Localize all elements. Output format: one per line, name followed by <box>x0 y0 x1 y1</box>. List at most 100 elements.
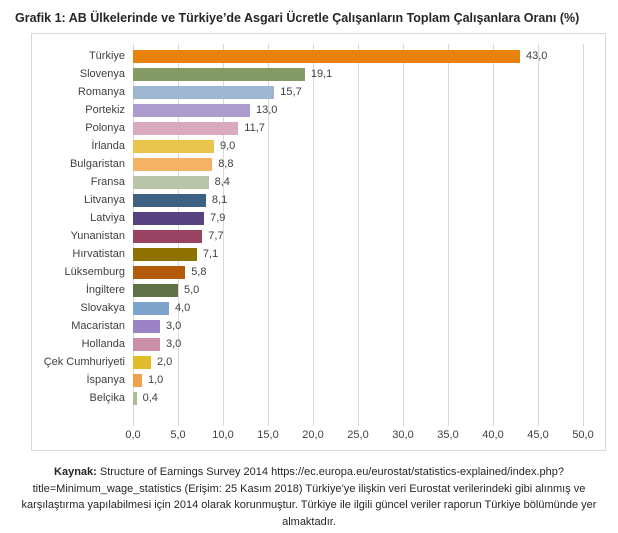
bar-row: Lüksemburg 5,8 <box>32 263 605 281</box>
bar <box>133 103 250 117</box>
bar <box>133 247 197 261</box>
bar-track: 15,7 <box>133 85 583 99</box>
value-label: 11,7 <box>244 122 265 135</box>
x-tick-label: 25,0 <box>347 429 369 442</box>
bar-track: 2,0 <box>133 355 583 369</box>
bar-row: Latviya 7,9 <box>32 209 605 227</box>
bar-row: Slovakya 4,0 <box>32 299 605 317</box>
bar <box>133 337 160 351</box>
source-caption: Kaynak: Structure of Earnings Survey 201… <box>17 464 601 530</box>
bar <box>133 121 239 135</box>
chart-title: Grafik 1: AB Ülkelerinde ve Türkiye’de A… <box>15 11 580 25</box>
bar-track: 19,1 <box>133 67 583 81</box>
category-label: Bulgaristan <box>69 158 125 171</box>
value-label: 0,4 <box>142 392 158 405</box>
bar-row: Romanya 15,7 <box>32 83 605 101</box>
bar-track: 5,8 <box>133 265 583 279</box>
value-label: 3,0 <box>166 320 182 333</box>
category-label: Latviya <box>90 212 125 225</box>
value-label: 4,0 <box>175 302 191 315</box>
bar-row: Bulgaristan 8,8 <box>32 155 605 173</box>
value-label: 13,0 <box>256 104 278 117</box>
source-caption-text: Structure of Earnings Survey 2014 https:… <box>21 466 597 528</box>
category-label: Belçika <box>89 392 125 405</box>
bar <box>133 49 520 63</box>
value-label: 43,0 <box>526 50 548 63</box>
bar-row: İspanya 1,0 <box>32 371 605 389</box>
bar <box>133 229 203 243</box>
value-label: 7,7 <box>208 230 224 243</box>
x-tick-label: 30,0 <box>392 429 414 442</box>
value-label: 8,1 <box>211 194 228 207</box>
gridline <box>358 44 359 427</box>
chart-frame: Türkiye 43,0 Slovenya 19,1 Romanya 15,7 Portek… <box>31 33 606 452</box>
value-label: 9,0 <box>220 140 236 153</box>
bar-row: Litvanya 8,1 <box>32 191 605 209</box>
bar-track: 13,0 <box>133 103 583 117</box>
value-label: 3,0 <box>166 338 182 351</box>
value-label: 15,7 <box>280 86 302 99</box>
bar-track: 0,4 <box>133 391 583 405</box>
gridline <box>448 44 449 427</box>
x-tick-label: 50,0 <box>572 429 594 442</box>
x-tick-label: 40,0 <box>482 429 504 442</box>
bar-rows: Türkiye 43,0 Slovenya 19,1 Romanya 15,7 Portek… <box>32 47 605 407</box>
value-label: 7,1 <box>202 248 219 261</box>
category-label: Litvanya <box>84 194 125 207</box>
category-label: Slovenya <box>79 68 125 81</box>
bar-track: 7,9 <box>133 211 583 225</box>
bar-track: 8,4 <box>133 175 583 189</box>
bar <box>133 175 209 189</box>
gridline <box>583 44 584 427</box>
category-label: İspanya <box>86 374 125 387</box>
category-label: İngiltere <box>85 284 125 297</box>
category-label: Hollanda <box>81 338 125 351</box>
value-label: 5,8 <box>191 266 207 279</box>
category-label: Çek Cumhuriyeti <box>43 356 125 369</box>
value-label: 5,0 <box>184 284 200 297</box>
category-label: Hırvatistan <box>72 248 125 261</box>
bar <box>133 85 275 99</box>
bar-track: 43,0 <box>133 49 583 63</box>
x-tick-label: 20,0 <box>302 429 324 442</box>
category-label: Portekiz <box>85 104 125 117</box>
value-label: 8,8 <box>218 158 234 171</box>
value-label: 19,1 <box>310 68 333 81</box>
bar-row: Polonya 11,7 <box>32 119 605 137</box>
bar <box>133 67 305 81</box>
bar <box>133 373 142 387</box>
bar-track: 3,0 <box>133 319 583 333</box>
category-label: Polonya <box>85 122 125 135</box>
bar <box>133 157 213 171</box>
x-tick-label: 15,0 <box>257 429 279 442</box>
bar-track: 11,7 <box>133 121 583 135</box>
x-tick-label: 10,0 <box>212 429 234 442</box>
value-label: 1,0 <box>148 374 164 387</box>
bar <box>133 265 186 279</box>
category-label: Lüksemburg <box>64 266 125 279</box>
bar <box>133 355 151 369</box>
bar-row: İngiltere 5,0 <box>32 281 605 299</box>
bar <box>133 193 206 207</box>
bar-track: 7,7 <box>133 229 583 243</box>
gridline <box>313 44 314 427</box>
bar-row: Fransa 8,4 <box>32 173 605 191</box>
bar-row: Macaristan 3,0 <box>32 317 605 335</box>
gridline <box>493 44 494 427</box>
category-label: Yunanistan <box>70 230 125 243</box>
bar-row: Hırvatistan 7,1 <box>32 245 605 263</box>
bar-row: İrlanda 9,0 <box>32 137 605 155</box>
category-label: Türkiye <box>88 50 125 63</box>
bar-track: 5,0 <box>133 283 583 297</box>
bar <box>133 139 214 153</box>
x-tick-label: 35,0 <box>437 429 459 442</box>
value-label: 2,0 <box>157 356 173 369</box>
gridline <box>223 44 224 427</box>
category-label: Macaristan <box>71 320 125 333</box>
bar-track: 4,0 <box>133 301 583 315</box>
category-label: Fransa <box>90 176 125 189</box>
bar <box>133 319 160 333</box>
bar-track: 8,8 <box>133 157 583 171</box>
category-label: Slovakya <box>80 302 125 315</box>
